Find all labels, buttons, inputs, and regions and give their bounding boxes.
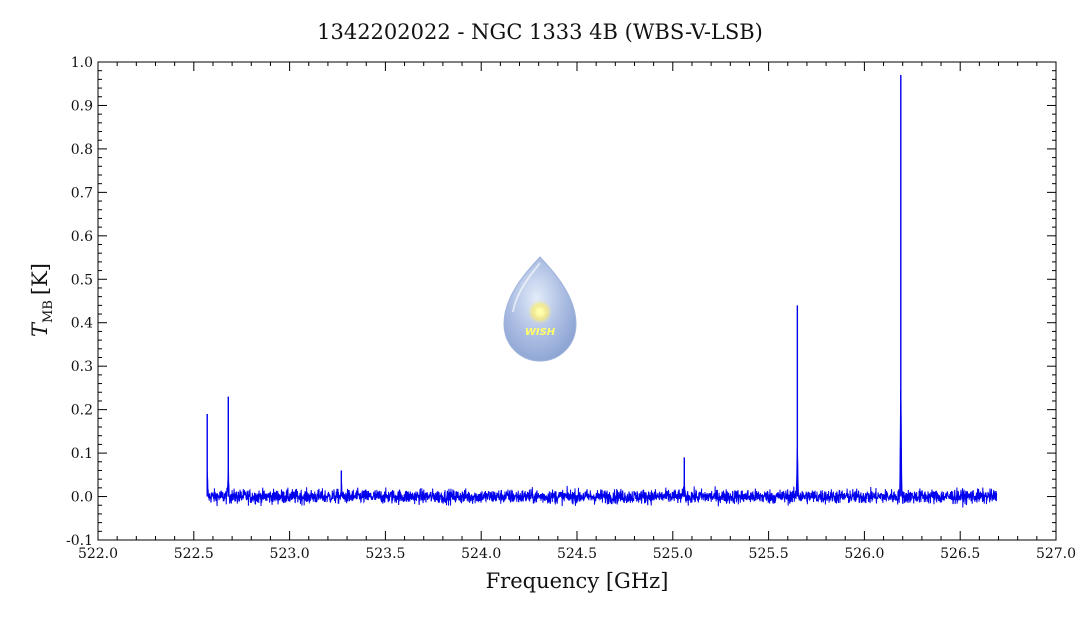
x-tick-label: 525.0 [653,546,693,562]
wish-star-icon: ✷ [533,303,546,322]
y-tick-label: 0.3 [71,359,93,375]
y-tick-label: 0.5 [71,272,93,288]
x-tick-label: 524.5 [557,546,597,562]
x-tick-label: 522.0 [78,546,118,562]
y-axis-label-unit: [K] [28,263,52,295]
y-tick-label: 0.1 [71,446,93,462]
x-tick-labels: 522.0 522.5 523.0 523.5 524.0 524.5 525.0 525.5… [78,546,1076,562]
plot-frame [97,61,1057,541]
axis-ticks [97,61,1057,541]
y-axis-label-main: T [28,321,52,337]
svg-text:TMB[K]: TMB [K] [28,263,56,337]
x-tick-label: 525.5 [749,546,789,562]
y-axis-label-sub: MB [41,300,56,323]
y-tick-label: 0.9 [71,98,93,114]
y-tick-label: 0.7 [71,185,93,201]
y-tick-label: 1.0 [71,55,93,71]
y-tick-label: 0.4 [71,316,93,332]
x-tick-label: 522.5 [174,546,214,562]
y-tick-label: -0.1 [66,533,93,549]
plot-area [206,75,998,508]
wish-logo: ✷ WISH [503,256,577,362]
y-tick-label: 0.6 [71,229,93,245]
chart-title: 1342202022 - NGC 1333 4B (WBS-V-LSB) [317,20,763,44]
x-axis-label: Frequency [GHz] [486,569,669,593]
x-tick-label: 523.5 [365,546,405,562]
x-tick-label: 526.5 [940,546,980,562]
y-tick-label: 0.2 [71,403,93,419]
x-tick-label: 524.0 [461,546,501,562]
spectrum-series [206,388,998,508]
y-tick-label: 0.0 [71,490,93,506]
wish-logo-text: WISH [525,327,556,338]
x-tick-label: 526.0 [844,546,884,562]
y-tick-labels: -0.1 0.0 0.1 0.2 0.3 0.4 0.5 0.6 0.7 0.8 0.9 1.0 [66,55,93,549]
x-tick-label: 523.0 [270,546,310,562]
y-tick-label: 0.8 [71,142,93,158]
x-tick-label: 527.0 [1036,546,1076,562]
y-axis-label: TMB [K] [28,263,56,337]
